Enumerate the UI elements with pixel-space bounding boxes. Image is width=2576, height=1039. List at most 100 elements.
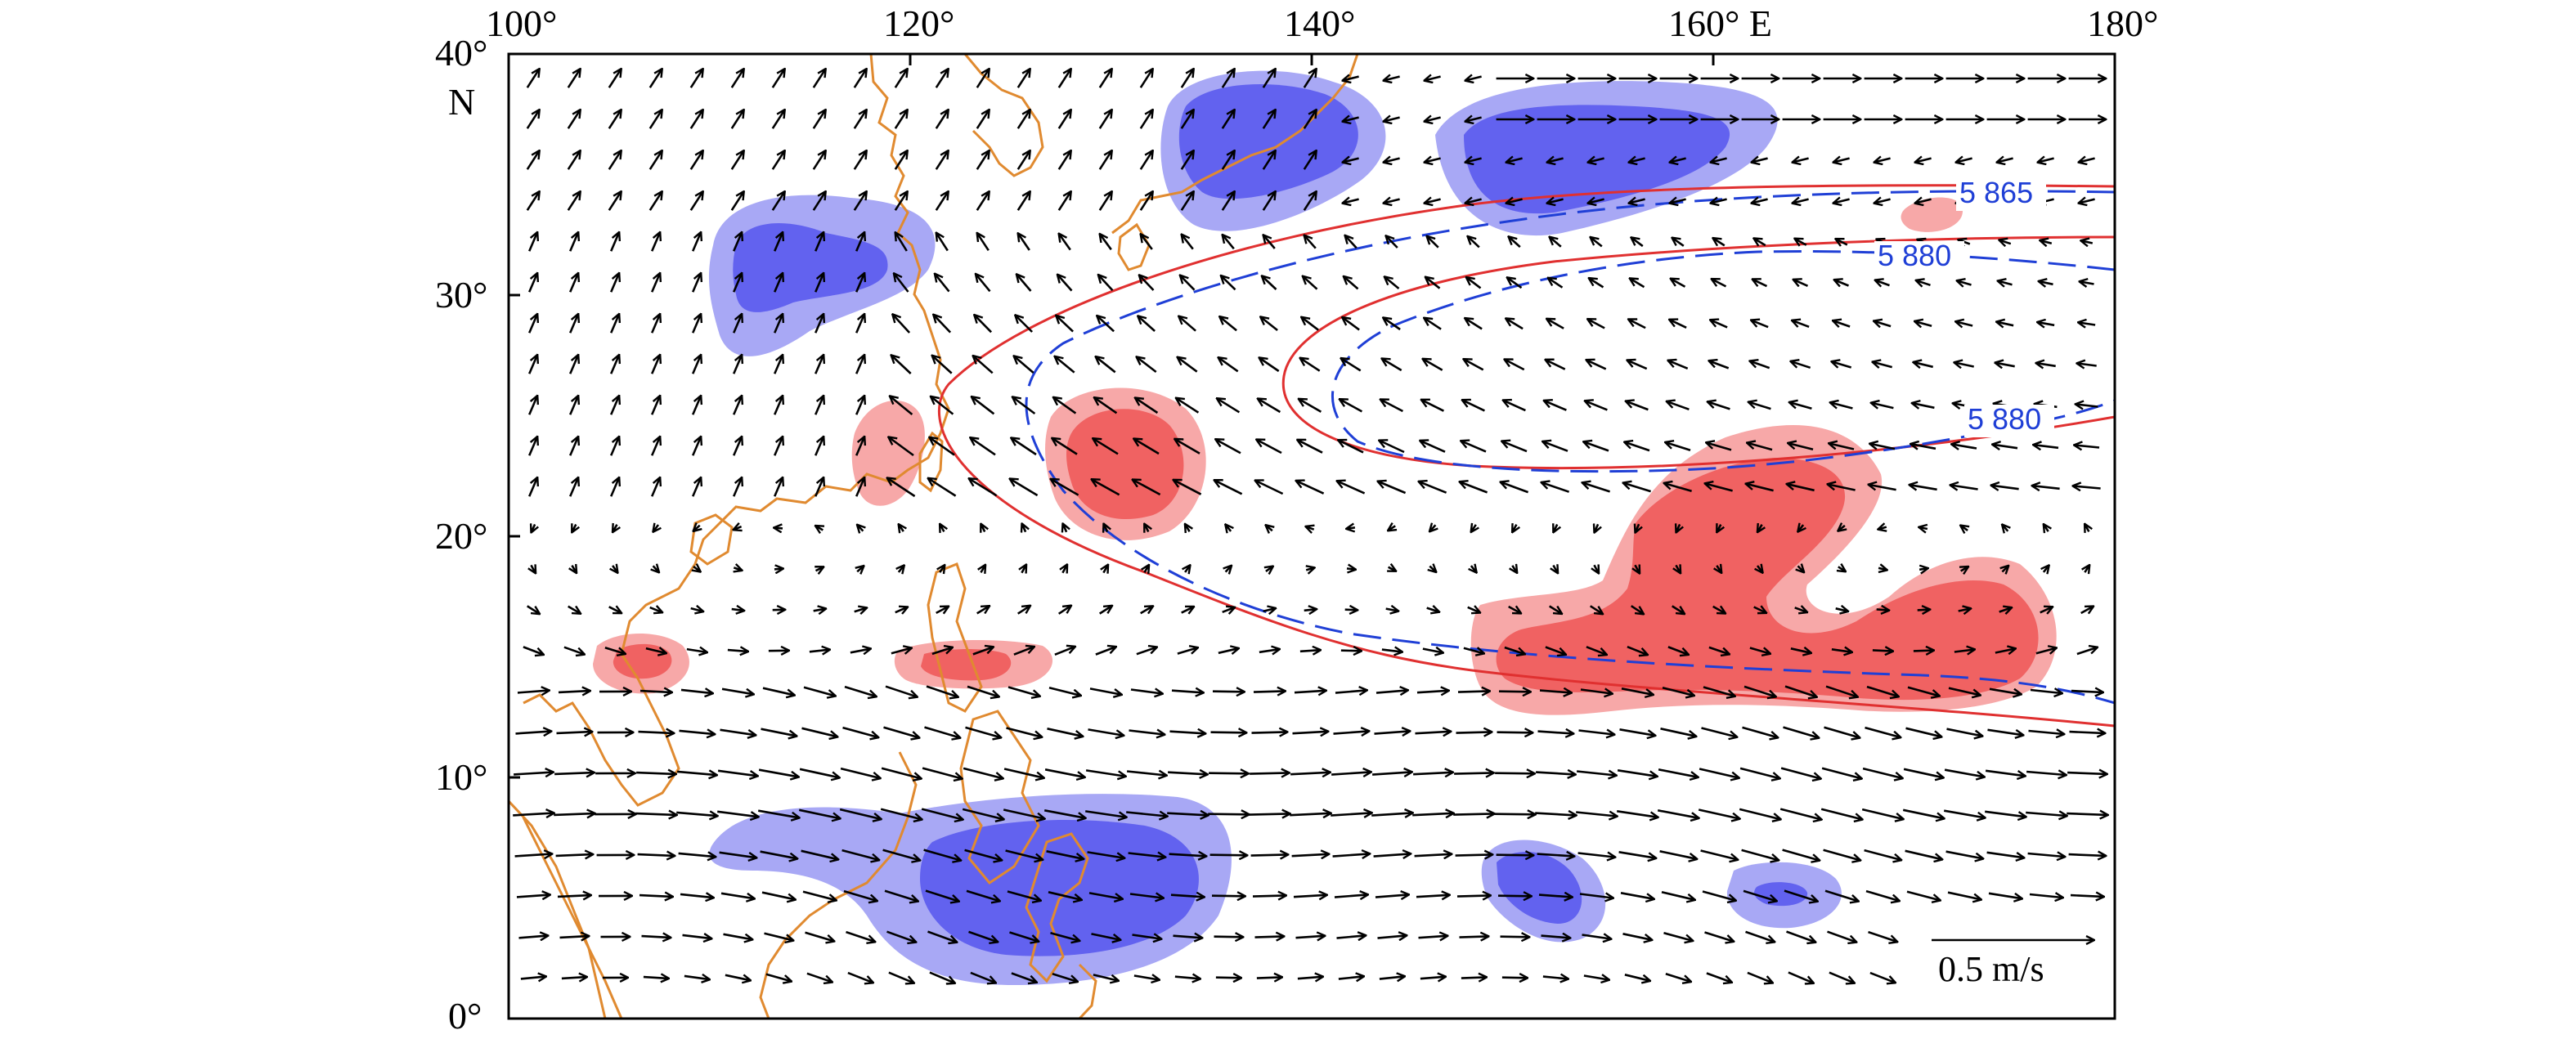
wind-vector (1385, 609, 1398, 611)
wind-vector (1372, 772, 1411, 774)
wind-vector (517, 691, 549, 693)
wind-vector (1554, 525, 1557, 532)
wind-vector (1986, 851, 2024, 858)
wind-vector (1263, 235, 1276, 249)
wind-vector (514, 854, 552, 857)
wind-vector (1794, 607, 1807, 611)
wind-vector (1384, 118, 1400, 122)
wind-vector (802, 890, 836, 900)
wind-vector (1012, 438, 1037, 456)
wind-vector (1420, 441, 1446, 453)
wind-vector (1702, 890, 1735, 901)
wind-vector (1915, 199, 1932, 204)
wind-vector (812, 110, 825, 129)
wind-vector (1209, 855, 1247, 856)
wind-vector (1016, 69, 1030, 88)
wind-vector (563, 646, 584, 655)
wind-vector (518, 936, 548, 938)
wind-vector (1910, 485, 1937, 490)
anomaly-shading-inner (613, 84, 2039, 956)
wind-vector (692, 437, 701, 456)
wind-vector (1590, 279, 1604, 289)
wind-vector (1705, 484, 1733, 492)
wind-vector (1331, 813, 1371, 815)
wind-vector (608, 192, 621, 211)
wind-vector (1170, 895, 1204, 898)
wind-vector (2040, 607, 2053, 613)
wind-vector (1537, 854, 1574, 857)
wind-vector (1132, 935, 1161, 939)
wind-vector (1750, 361, 1770, 369)
wind-vector (1786, 930, 1815, 943)
wind-vector (1713, 239, 1726, 247)
wind-vector (1178, 357, 1198, 373)
wind-vector (1429, 567, 1435, 572)
wind-vector (1011, 972, 1036, 983)
wind-vector (1954, 650, 1974, 652)
wind-vector (971, 438, 996, 456)
wind-vector (1003, 808, 1044, 819)
wind-vector (1381, 650, 1402, 652)
wind-vector (1667, 646, 1688, 654)
wind-vector (1988, 892, 2022, 898)
wind-vector (1708, 646, 1729, 654)
wind-vector (2079, 323, 2096, 325)
wind-vector (1660, 728, 1696, 736)
wind-vector (692, 274, 701, 293)
wind-vector (1419, 481, 1447, 494)
wind-vector (676, 772, 716, 775)
wind-vector (1099, 606, 1112, 615)
wind-vector (1223, 235, 1235, 250)
wind-vector (1950, 486, 1978, 490)
wind-vector (1752, 159, 1768, 163)
wind-vector (1914, 362, 1934, 367)
wind-vector (723, 933, 752, 939)
wind-vector (1100, 235, 1112, 251)
wind-vector (526, 69, 539, 88)
wind-vector (1130, 690, 1162, 694)
wind-vector (733, 274, 742, 293)
wind-vector (798, 808, 840, 818)
wind-vector (1303, 151, 1316, 170)
wind-vector (1336, 935, 1366, 938)
wind-vector (1547, 159, 1564, 163)
wind-vector (1418, 936, 1447, 938)
wind-vector (1129, 894, 1163, 898)
wind-vector (893, 315, 911, 334)
wind-vector (1666, 442, 1691, 452)
wind-vector (1465, 118, 1482, 122)
wind-vector (1741, 849, 1779, 860)
wind-vector (771, 110, 784, 129)
wind-vector (1917, 610, 1930, 611)
wind-vector (1464, 360, 1484, 371)
wind-vector (1833, 321, 1851, 327)
contour-label: 5 880 (1878, 239, 1951, 272)
wind-vector (720, 892, 754, 898)
wind-vector (2040, 240, 2053, 244)
wind-vector (1416, 691, 1448, 692)
wind-vector (1820, 808, 1862, 820)
wind-vector (2085, 525, 2089, 532)
wind-vector (557, 895, 590, 897)
wind-vector (1099, 275, 1114, 292)
wind-vector (855, 274, 864, 293)
coastline-moluccas (1078, 963, 1097, 1019)
wind-vector (1576, 813, 1617, 817)
wind-vector (531, 565, 535, 572)
wind-vector (1627, 645, 1647, 655)
wind-vector (1382, 359, 1402, 372)
wind-vector (1222, 276, 1236, 291)
wind-vector (1214, 937, 1243, 938)
wind-vector (1823, 849, 1860, 861)
wind-vector (1249, 813, 1290, 814)
wind-vector (1006, 727, 1042, 737)
wind-vector (1956, 159, 1972, 163)
wind-vector (771, 192, 784, 211)
wind-vector (1179, 316, 1196, 332)
latitude-label: 0° (448, 995, 482, 1037)
wind-vector (774, 315, 783, 334)
wind-vector (653, 525, 658, 531)
wind-vector (1221, 151, 1234, 170)
wind-vector (1943, 809, 1985, 818)
